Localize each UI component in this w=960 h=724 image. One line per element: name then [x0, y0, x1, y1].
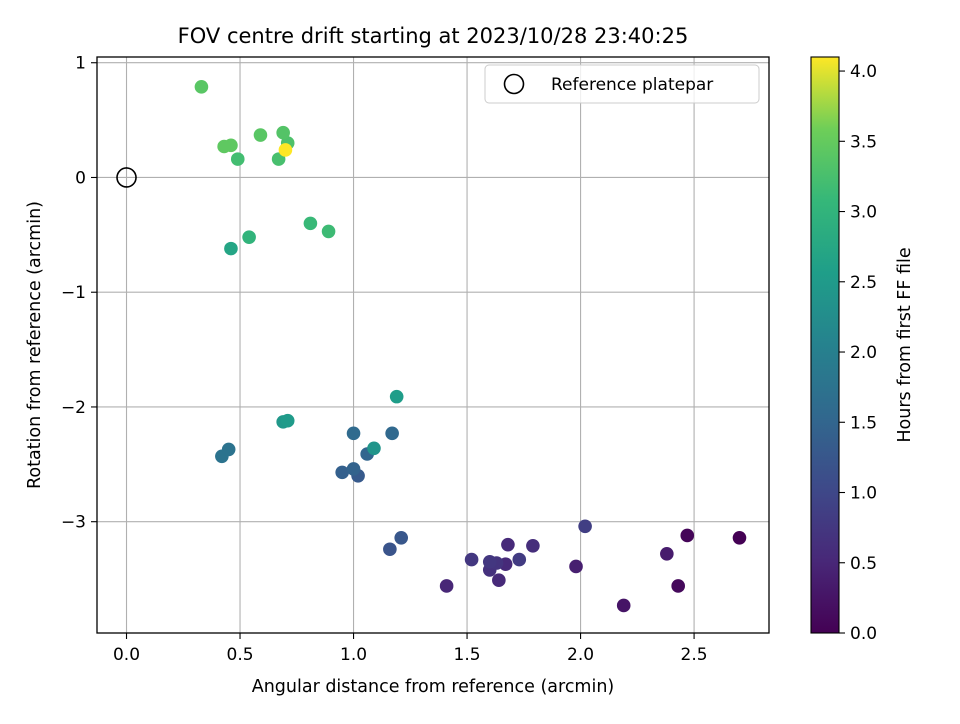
reference-platepar-marker — [116, 167, 137, 188]
colorbar — [811, 57, 839, 633]
data-point — [394, 530, 409, 545]
reference-marker — [116, 167, 137, 188]
data-point — [321, 224, 336, 239]
y-tick-label: 0 — [75, 168, 86, 188]
y-tick-label: −1 — [61, 283, 86, 303]
data-point — [303, 216, 318, 231]
data-point — [346, 462, 361, 476]
colorbar-ticks: 0.0 0.5 1.0 1.5 2.0 2.5 3.0 3.5 4.0 — [839, 62, 877, 644]
legend-label: Reference platepar — [551, 75, 713, 95]
data-point — [242, 230, 256, 244]
colorbar-tick-label: 1.0 — [850, 484, 877, 504]
data-point — [389, 389, 404, 404]
x-tick-label: 2.0 — [567, 645, 594, 665]
data-point — [278, 143, 293, 157]
data-point — [194, 80, 209, 94]
legend: Reference platepar — [484, 64, 760, 104]
data-point — [616, 598, 631, 613]
colorbar-tick-label: 3.0 — [850, 203, 877, 223]
data-point — [367, 441, 381, 456]
data-points — [194, 80, 747, 613]
colorbar-tick-label: 3.5 — [850, 132, 877, 152]
data-point — [680, 528, 695, 543]
data-point — [732, 530, 747, 545]
colorbar-tick-label: 4.0 — [850, 62, 877, 82]
data-point — [660, 547, 674, 561]
colorbar-frame — [810, 56, 840, 634]
data-point — [671, 579, 685, 593]
y-axis-ticks: 1 0 −1 −2 −3 — [61, 54, 97, 533]
legend-box — [484, 64, 760, 104]
x-axis-ticks: 0.0 0.5 1.0 1.5 2.0 2.5 — [113, 633, 708, 665]
data-point — [439, 579, 454, 593]
y-tick-label: −3 — [61, 513, 86, 533]
colorbar-label: Hours from first FF file — [895, 247, 915, 442]
x-tick-label: 1.5 — [454, 645, 481, 665]
data-point — [224, 241, 238, 256]
x-tick-label: 0.0 — [113, 645, 140, 665]
y-tick-label: −2 — [61, 398, 86, 418]
y-axis-label: Rotation from reference (arcmin) — [25, 201, 45, 489]
colorbar-tick-label: 0.5 — [850, 554, 877, 574]
data-point — [280, 413, 295, 428]
data-point — [383, 542, 397, 557]
legend-marker — [503, 73, 525, 95]
data-point — [221, 442, 236, 457]
x-tick-label: 2.5 — [681, 645, 708, 665]
data-point — [276, 125, 290, 140]
x-axis-label: Angular distance from reference (arcmin) — [252, 677, 615, 697]
data-point — [464, 552, 479, 567]
data-point — [501, 537, 515, 552]
data-point — [346, 426, 361, 441]
data-point — [385, 426, 399, 441]
data-point — [482, 555, 497, 569]
data-point — [569, 559, 583, 574]
colorbar-tick-label: 2.5 — [850, 273, 877, 293]
data-point — [512, 552, 527, 567]
data-point — [492, 573, 506, 588]
chart-title: FOV centre drift starting at 2023/10/28 … — [178, 24, 689, 48]
colorbar-tick-label: 2.0 — [850, 343, 877, 363]
y-tick-label: 1 — [75, 54, 86, 74]
grid-lines — [97, 57, 769, 633]
colorbar-tick-label: 1.5 — [850, 413, 877, 433]
plot-frame — [96, 56, 770, 634]
data-point — [230, 152, 245, 166]
data-point — [217, 139, 231, 154]
x-tick-label: 0.5 — [227, 645, 254, 665]
x-tick-label: 1.0 — [340, 645, 367, 665]
data-point — [253, 128, 268, 142]
data-point — [526, 538, 540, 553]
data-point — [578, 519, 592, 534]
data-point — [335, 465, 349, 480]
colorbar-tick-label: 0.0 — [850, 624, 877, 644]
